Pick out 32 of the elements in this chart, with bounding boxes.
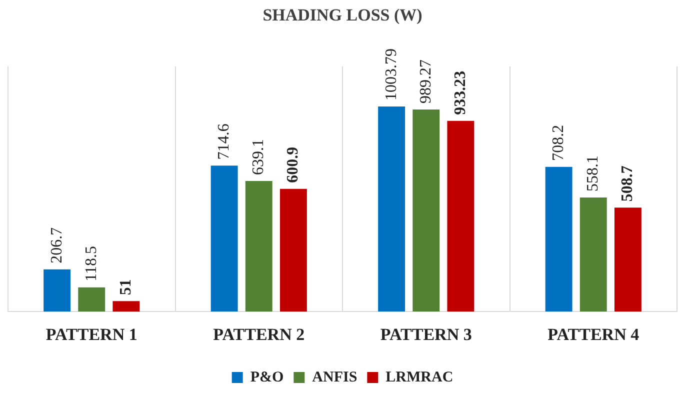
bar (210, 166, 238, 312)
bar (545, 166, 572, 312)
bar (44, 269, 71, 312)
legend-label: LRMRAC (386, 369, 454, 386)
data-label: 600.9 (284, 146, 302, 183)
x-tick-label: PATTERN 3 (380, 325, 472, 344)
bar (614, 208, 642, 312)
x-tick-label: PATTERN 4 (548, 325, 640, 344)
bar (78, 287, 106, 312)
bar (112, 301, 140, 312)
data-label: 51 (117, 279, 134, 296)
bar (245, 181, 272, 312)
data-label: 933.23 (452, 70, 469, 115)
bar (280, 188, 307, 312)
bar (580, 198, 607, 312)
data-label: 989.27 (417, 59, 434, 104)
data-label: 639.1 (250, 139, 268, 176)
x-tick-label: PATTERN 2 (213, 325, 305, 344)
data-label: 708.2 (550, 124, 568, 161)
data-label: 118.5 (82, 246, 100, 282)
data-label: 714.6 (216, 124, 233, 160)
data-label: 1003.79 (382, 48, 400, 100)
bar (378, 106, 406, 312)
x-tick-label: PATTERN 1 (46, 325, 138, 344)
legend-label: ANFIS (312, 369, 358, 386)
bar (447, 120, 474, 312)
data-label: 558.1 (584, 156, 602, 192)
chart-title: SHADING LOSS (W) (262, 6, 422, 25)
data-label: 508.7 (619, 166, 636, 202)
bar (412, 109, 440, 312)
legend-label: P&O (250, 369, 284, 386)
data-label: 206.7 (48, 227, 66, 264)
